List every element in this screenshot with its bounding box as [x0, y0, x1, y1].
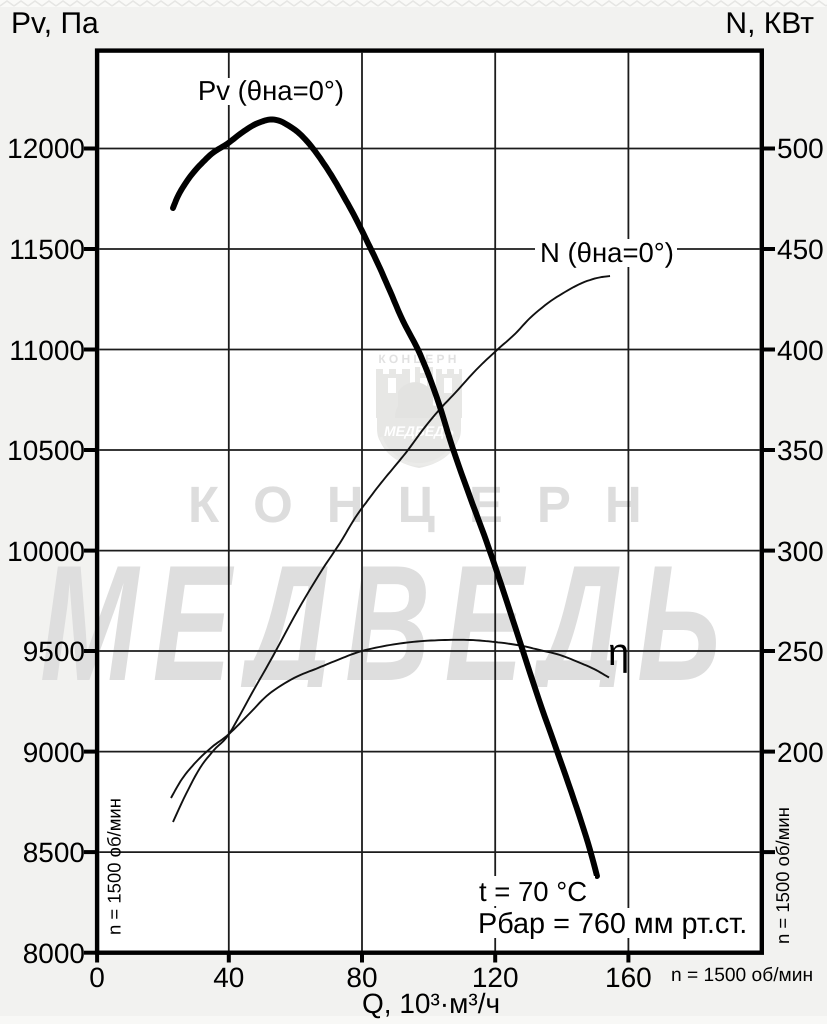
svg-text:350: 350 [777, 435, 824, 466]
svg-text:10000: 10000 [7, 536, 85, 567]
svg-text:Рбар = 760 мм рт.ст.: Рбар = 760 мм рт.ст. [478, 908, 747, 940]
svg-text:400: 400 [777, 335, 824, 366]
svg-text:9000: 9000 [23, 737, 85, 768]
svg-text:9500: 9500 [23, 636, 85, 667]
svg-text:160: 160 [605, 962, 652, 993]
svg-text:40: 40 [213, 962, 244, 993]
svg-text:n = 1500 об/мин: n = 1500 об/мин [104, 798, 125, 935]
svg-text:8000: 8000 [23, 938, 85, 969]
svg-text:КОНЦЕРН: КОНЦЕРН [188, 476, 676, 533]
svg-text:10500: 10500 [7, 435, 85, 466]
svg-text:12000: 12000 [7, 133, 85, 164]
svg-text:200: 200 [777, 737, 824, 768]
svg-text:n = 1500 об/мин: n = 1500 об/мин [671, 965, 813, 986]
svg-text:11500: 11500 [9, 234, 85, 265]
svg-text:450: 450 [777, 234, 824, 265]
svg-text:t = 70 °C: t = 70 °C [479, 876, 587, 907]
svg-text:300: 300 [777, 536, 824, 567]
svg-text:120: 120 [472, 962, 519, 993]
svg-text:η: η [608, 632, 629, 674]
svg-text:N, КВт: N, КВт [725, 7, 814, 40]
svg-text:11000: 11000 [9, 335, 85, 366]
svg-text:8500: 8500 [23, 837, 85, 868]
svg-text:МЕДВЕДЬ: МЕДВЕДЬ [40, 531, 735, 715]
svg-text:КОНЦЕРН: КОНЦЕРН [378, 352, 459, 366]
svg-text:N (θна=0°): N (θна=0°) [540, 237, 674, 268]
svg-text:250: 250 [777, 636, 824, 667]
svg-text:80: 80 [346, 962, 377, 993]
svg-text:Pv, Па: Pv, Па [11, 7, 99, 40]
svg-text:0: 0 [89, 962, 105, 993]
svg-text:n = 1500 об/мин: n = 1500 об/мин [772, 807, 793, 944]
svg-text:МЕДВЕДЬ: МЕДВЕДЬ [384, 423, 454, 439]
svg-text:Pv (θна=0°): Pv (θна=0°) [198, 75, 344, 106]
svg-text:Q, 10³·м³/ч: Q, 10³·м³/ч [362, 988, 500, 1019]
svg-text:500: 500 [777, 133, 824, 164]
